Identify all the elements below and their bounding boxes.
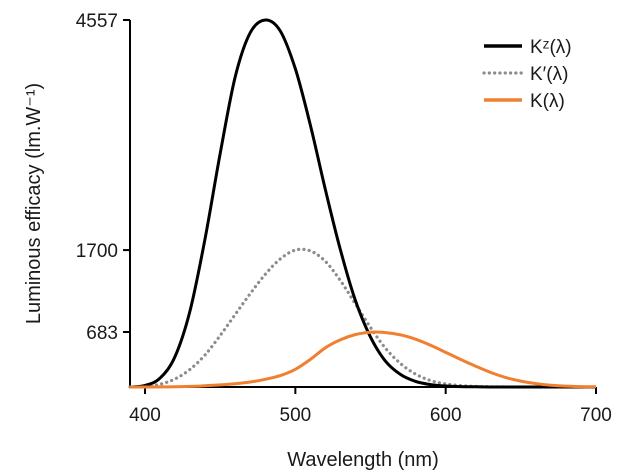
x-tick-label: 600 bbox=[430, 405, 462, 426]
series-lines bbox=[128, 18, 598, 389]
y-ticks: 683 1700 4557 bbox=[76, 11, 130, 344]
legend-label-1: K′(λ) bbox=[530, 64, 568, 85]
x-tick-label: 500 bbox=[280, 405, 312, 426]
y-tick-label: 1700 bbox=[76, 241, 118, 262]
y-tick-label: 4557 bbox=[76, 11, 118, 32]
legend-label-2: K(λ) bbox=[530, 91, 565, 112]
x-tick-label: 700 bbox=[580, 405, 612, 426]
series-line-2 bbox=[129, 330, 597, 389]
x-ticks: 400 500 600 700 bbox=[129, 387, 612, 426]
series-line-0 bbox=[129, 18, 596, 389]
x-axis-title: Wavelength (nm) bbox=[287, 449, 439, 471]
legend-label-0: Kᶻ(λ) bbox=[530, 37, 572, 58]
legend: Kᶻ(λ) K′(λ) K(λ) bbox=[482, 37, 572, 112]
x-tick-label: 400 bbox=[129, 405, 161, 426]
y-tick-label: 683 bbox=[86, 323, 118, 344]
y-axis-title: Luminous efficacy (lm.W⁻¹) bbox=[23, 83, 45, 324]
